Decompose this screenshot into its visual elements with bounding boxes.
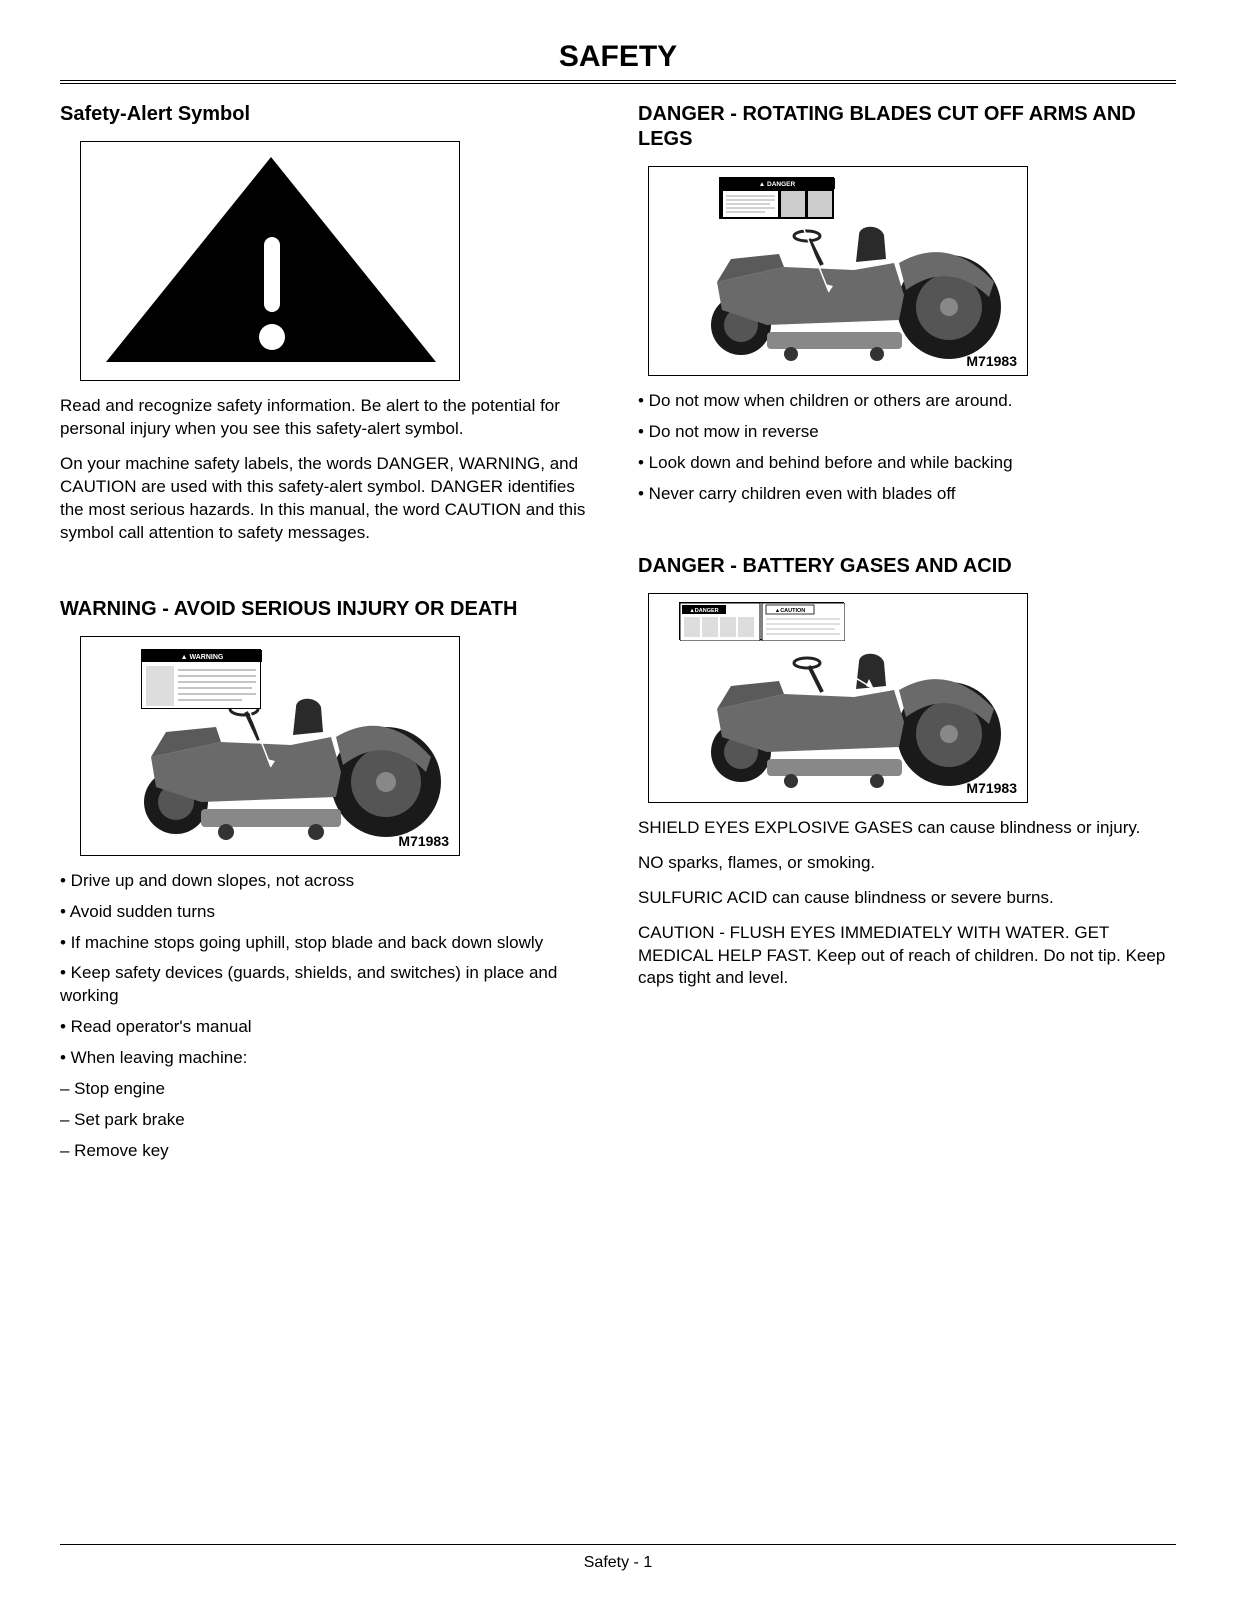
section-safety-alert: Safety-Alert Symbol Read and recognize s…	[60, 102, 598, 545]
blades-b1: • Do not mow when children or others are…	[638, 390, 1176, 413]
page-title: SAFETY	[60, 40, 1176, 74]
figure-caption-battery: M71983	[966, 780, 1017, 796]
figure-safety-alert-symbol	[80, 141, 460, 381]
warning-d1: – Stop engine	[60, 1078, 598, 1101]
danger-label-inset: ▲ DANGER	[719, 177, 834, 219]
battery-p2: NO sparks, flames, or smoking.	[638, 852, 1176, 875]
figure-caption-warning: M71983	[398, 833, 449, 849]
blades-b2: • Do not mow in reverse	[638, 421, 1176, 444]
warning-label-inset: ▲ WARNING	[141, 649, 261, 709]
svg-text:▲DANGER: ▲DANGER	[689, 608, 718, 614]
title-rule	[60, 80, 1176, 84]
blades-b4: • Never carry children even with blades …	[638, 483, 1176, 506]
safety-alert-p2: On your machine safety labels, the words…	[60, 453, 598, 545]
warning-b4: • Keep safety devices (guards, shields, …	[60, 962, 598, 1008]
footer-rule	[60, 1544, 1176, 1545]
safety-alert-icon	[81, 142, 461, 382]
figure-warning-tractor: ▲ WARNING M71983	[80, 636, 460, 856]
battery-p1: SHIELD EYES EXPLOSIVE GASES can cause bl…	[638, 817, 1176, 840]
safety-alert-p1: Read and recognize safety information. B…	[60, 395, 598, 441]
section-danger-battery: DANGER - BATTERY GASES AND ACID	[638, 554, 1176, 991]
warning-b2: • Avoid sudden turns	[60, 901, 598, 924]
heading-warning-injury: WARNING - AVOID SERIOUS INJURY OR DEATH	[60, 597, 598, 622]
heading-danger-blades: DANGER - ROTATING BLADES CUT OFF ARMS AN…	[638, 102, 1176, 152]
battery-p4: CAUTION - FLUSH EYES IMMEDIATELY WITH WA…	[638, 922, 1176, 991]
tractor-illustration-2	[649, 167, 1029, 377]
svg-text:▲ WARNING: ▲ WARNING	[181, 654, 224, 661]
battery-p3: SULFURIC ACID can cause blindness or sev…	[638, 887, 1176, 910]
svg-text:▲ DANGER: ▲ DANGER	[759, 181, 796, 188]
blades-b3: • Look down and behind before and while …	[638, 452, 1176, 475]
warning-b5: • Read operator's manual	[60, 1016, 598, 1039]
heading-danger-battery: DANGER - BATTERY GASES AND ACID	[638, 554, 1176, 579]
heading-safety-alert: Safety-Alert Symbol	[60, 102, 598, 127]
figure-danger-battery-tractor: ▲DANGER ▲CAUTION M71983	[648, 593, 1028, 803]
warning-d2: – Set park brake	[60, 1109, 598, 1132]
battery-label-inset: ▲DANGER ▲CAUTION	[679, 602, 844, 640]
figure-caption-blades: M71983	[966, 353, 1017, 369]
section-warning-injury: WARNING - AVOID SERIOUS INJURY OR DEATH	[60, 597, 598, 1163]
warning-d3: – Remove key	[60, 1140, 598, 1163]
page-footer: Safety - 1	[0, 1554, 1236, 1572]
left-column: Safety-Alert Symbol Read and recognize s…	[60, 102, 598, 1171]
right-column: DANGER - ROTATING BLADES CUT OFF ARMS AN…	[638, 102, 1176, 1171]
warning-b1: • Drive up and down slopes, not across	[60, 870, 598, 893]
warning-b6: • When leaving machine:	[60, 1047, 598, 1070]
svg-text:▲CAUTION: ▲CAUTION	[775, 608, 806, 614]
section-danger-blades: DANGER - ROTATING BLADES CUT OFF ARMS AN…	[638, 102, 1176, 506]
content-columns: Safety-Alert Symbol Read and recognize s…	[60, 102, 1176, 1171]
figure-danger-blades-tractor: ▲ DANGER M71983	[648, 166, 1028, 376]
tractor-illustration	[81, 637, 461, 857]
warning-b3: • If machine stops going uphill, stop bl…	[60, 932, 598, 955]
